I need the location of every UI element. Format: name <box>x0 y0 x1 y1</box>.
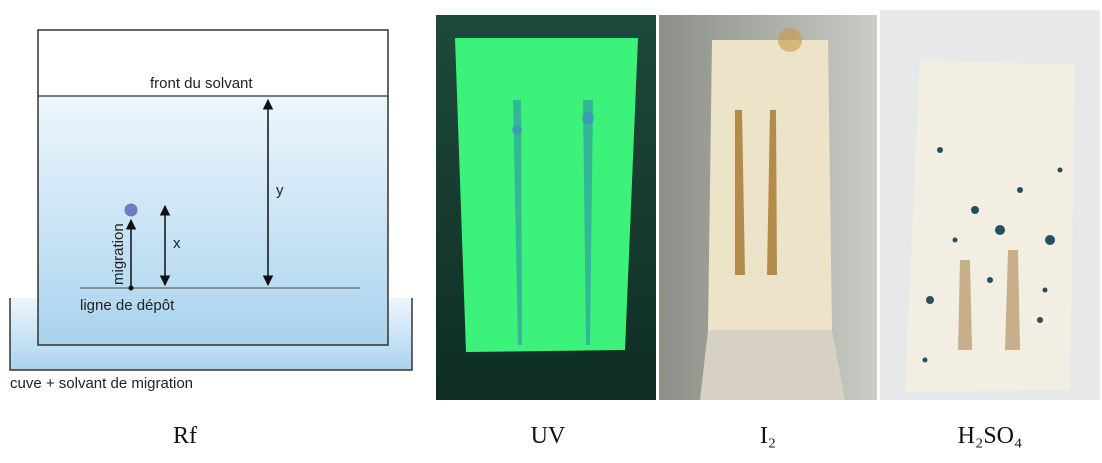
tlc-diagram: front du solvant y x migration ligne de … <box>10 30 412 392</box>
tank-label: cuve + solvant de migration <box>10 375 193 392</box>
x-label: x <box>173 235 181 252</box>
solvent-front-label: front du solvant <box>150 75 253 92</box>
y-label: y <box>276 182 284 199</box>
deposit-point <box>129 286 134 291</box>
i2-photo <box>659 15 877 400</box>
deposit-label: ligne de dépôt <box>80 297 175 314</box>
page: front du solvant y x migration ligne de … <box>0 0 1102 463</box>
caption: I₂ <box>760 423 776 449</box>
caption: H₂SO₄ <box>958 423 1023 449</box>
h2so4-photo <box>880 10 1100 400</box>
uv-photo <box>436 15 656 400</box>
spot <box>125 204 138 217</box>
caption: Rf <box>173 423 197 449</box>
caption: UV <box>531 423 566 449</box>
migration-label: migration <box>110 223 127 285</box>
